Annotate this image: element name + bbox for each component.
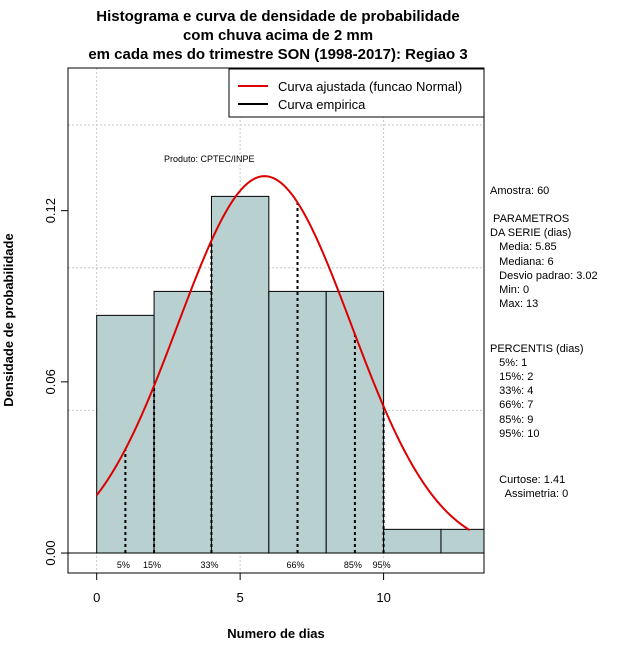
stats-line: Assimetria: 0 [490,488,568,500]
histogram-bar [325,290,385,554]
stats-line: Mediana: 6 [490,256,554,268]
histogram-bar [440,528,485,554]
percentile-label: 5% [117,560,130,570]
x-tick-label: 0 [93,590,100,605]
stats-line: Max: 13 [490,298,538,310]
stats-line: PERCENTIS (dias) [490,343,584,355]
stats-line: 33%: 4 [490,385,533,397]
legend-label: Curva ajustada (funcao Normal) [278,79,462,94]
percentile-label: 85% [344,560,362,570]
y-tick-label: 0.06 [43,369,58,394]
x-tick-label: 5 [237,590,244,605]
fitted-normal-curve [95,175,471,532]
chart-title-line: em cada mes do trimestre SON (1998-2017)… [88,46,467,63]
y-tick-label: 0.00 [43,540,58,565]
y-axis-title: Densidade de probabilidade [1,233,16,406]
stats-line: 85%: 9 [490,414,533,426]
stats-line: Amostra: 60 [490,185,549,197]
y-tick-label: 0.12 [43,198,58,223]
stats-line: DA SERIE (dias) [490,227,571,239]
percentile-label: 95% [373,560,391,570]
stats-line: PARAMETROS [490,213,569,225]
product-annotation: Produto: CPTEC/INPE [164,154,255,164]
percentile-label: 66% [287,560,305,570]
x-tick-label: 10 [376,590,390,605]
stats-line: 66%: 7 [490,399,533,411]
chart-title-line: com chuva acima de 2 mm [183,27,373,44]
percentile-label: 15% [143,560,161,570]
legend-label: Curva empirica [278,97,366,112]
chart-title-line: Histograma e curva de densidade de proba… [96,8,459,25]
legend-box [228,68,485,118]
plot-frame [67,67,485,574]
stats-line: Curtose: 1.41 [490,474,565,486]
histogram-bar [383,528,442,554]
x-axis-title: Numero de dias [227,626,325,641]
stats-line: Min: 0 [490,284,529,296]
stats-line: 5%: 1 [490,357,527,369]
stats-line: Desvio padrao: 3.02 [490,270,598,282]
stats-line: Media: 5.85 [490,241,557,253]
stats-line: 15%: 2 [490,371,533,383]
histogram-bar [96,314,155,554]
histogram-bar [210,195,270,554]
histogram-bar [153,290,212,554]
stats-line: 95%: 10 [490,428,540,440]
percentile-label: 33% [200,560,218,570]
